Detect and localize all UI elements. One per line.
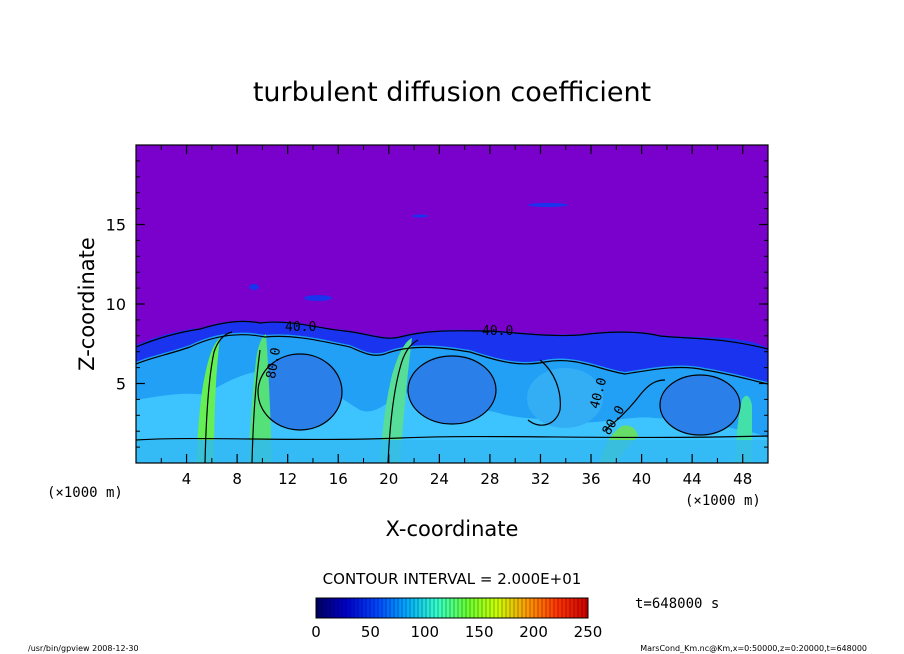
- x-tick-label: 36: [581, 470, 600, 488]
- contour-line-10: [604, 379, 666, 431]
- x-tick-label: 44: [683, 470, 702, 488]
- plume-green-1: [248, 334, 272, 463]
- contour-line-9: [527, 359, 561, 426]
- contour-line-8: [387, 339, 419, 463]
- vortex-2: [408, 356, 496, 424]
- colorbar-tick-label: 200: [519, 623, 548, 641]
- colorbar-stripes: [317, 598, 587, 618]
- surface-layer: [136, 440, 768, 463]
- contour-label-2: 80.0: [264, 347, 284, 380]
- x-axis-label: X-coordinate: [386, 517, 519, 541]
- colorbar-tick-label: 150: [465, 623, 494, 641]
- x-tick-label: 32: [531, 470, 550, 488]
- x-tick-label: 40: [632, 470, 651, 488]
- contour-label-1: 40.0: [285, 320, 316, 335]
- vortex-3: [527, 368, 603, 428]
- y-tick-label: 10: [106, 295, 126, 314]
- cloud-speck-4: [249, 284, 259, 290]
- colorbar-gradient: [315, 597, 589, 619]
- contour-lines: [136, 320, 768, 463]
- x-tick-label: 12: [278, 470, 297, 488]
- y-tick-label: 5: [116, 375, 126, 394]
- footer-right: MarsCond_Km.nc@Km,x=0:50000,z=0:20000,t=…: [640, 644, 867, 653]
- contour-line-5: [659, 374, 741, 436]
- colorbar-tick-label: 50: [361, 623, 380, 641]
- x-tick-label: 4: [182, 470, 192, 488]
- chart-title: turbulent diffusion coefficient: [253, 77, 651, 108]
- x-tick-label: 28: [480, 470, 499, 488]
- x-tick-label: 48: [733, 470, 752, 488]
- colorbar-tick-label: 0: [311, 623, 321, 641]
- cloud-speck-1: [528, 203, 568, 207]
- z-unit-label: (×1000 m): [47, 485, 123, 501]
- contour-line-11: [136, 435, 768, 441]
- contour-line-3: [257, 353, 343, 431]
- colorbar-tick-label: 100: [410, 623, 439, 641]
- x-tick-label: 20: [379, 470, 398, 488]
- vortex-1: [258, 354, 342, 430]
- colorbar: 0 50 100 150 200 250: [311, 597, 602, 641]
- contour-interval-label: CONTOUR INTERVAL = 2.000E+01: [323, 570, 582, 588]
- contour-line-7: [251, 349, 261, 463]
- plume-green-3: [380, 338, 412, 463]
- footer-left: /usr/bin/gpview 2008-12-30: [28, 644, 139, 653]
- cloud-speck-2: [412, 214, 428, 218]
- y-tick-label: 15: [106, 216, 126, 235]
- x-unit-label: (×1000 m): [685, 493, 761, 509]
- x-tick-label: 24: [430, 470, 449, 488]
- heatmap-field: [136, 203, 768, 463]
- x-tick-label: 8: [232, 470, 242, 488]
- contour-line-4: [407, 355, 497, 425]
- contour-label-group: 40.0 80.0 40.0 80.0 40.0: [264, 320, 628, 438]
- contour-line-6: [204, 331, 233, 463]
- contour-label-3: 40.0: [482, 324, 513, 339]
- y-axis-label: Z-coordinate: [75, 237, 99, 371]
- colorbar-tick-label: 250: [574, 623, 603, 641]
- contour-line-1: [136, 320, 768, 350]
- x-tick-label: 16: [329, 470, 348, 488]
- cloud-speck-3: [304, 295, 332, 301]
- vortex-4: [660, 375, 740, 435]
- time-label: t=648000 s: [635, 596, 719, 612]
- contour-line-2: [136, 334, 768, 385]
- colorbar-ticks: 0 50 100 150 200 250: [311, 623, 602, 641]
